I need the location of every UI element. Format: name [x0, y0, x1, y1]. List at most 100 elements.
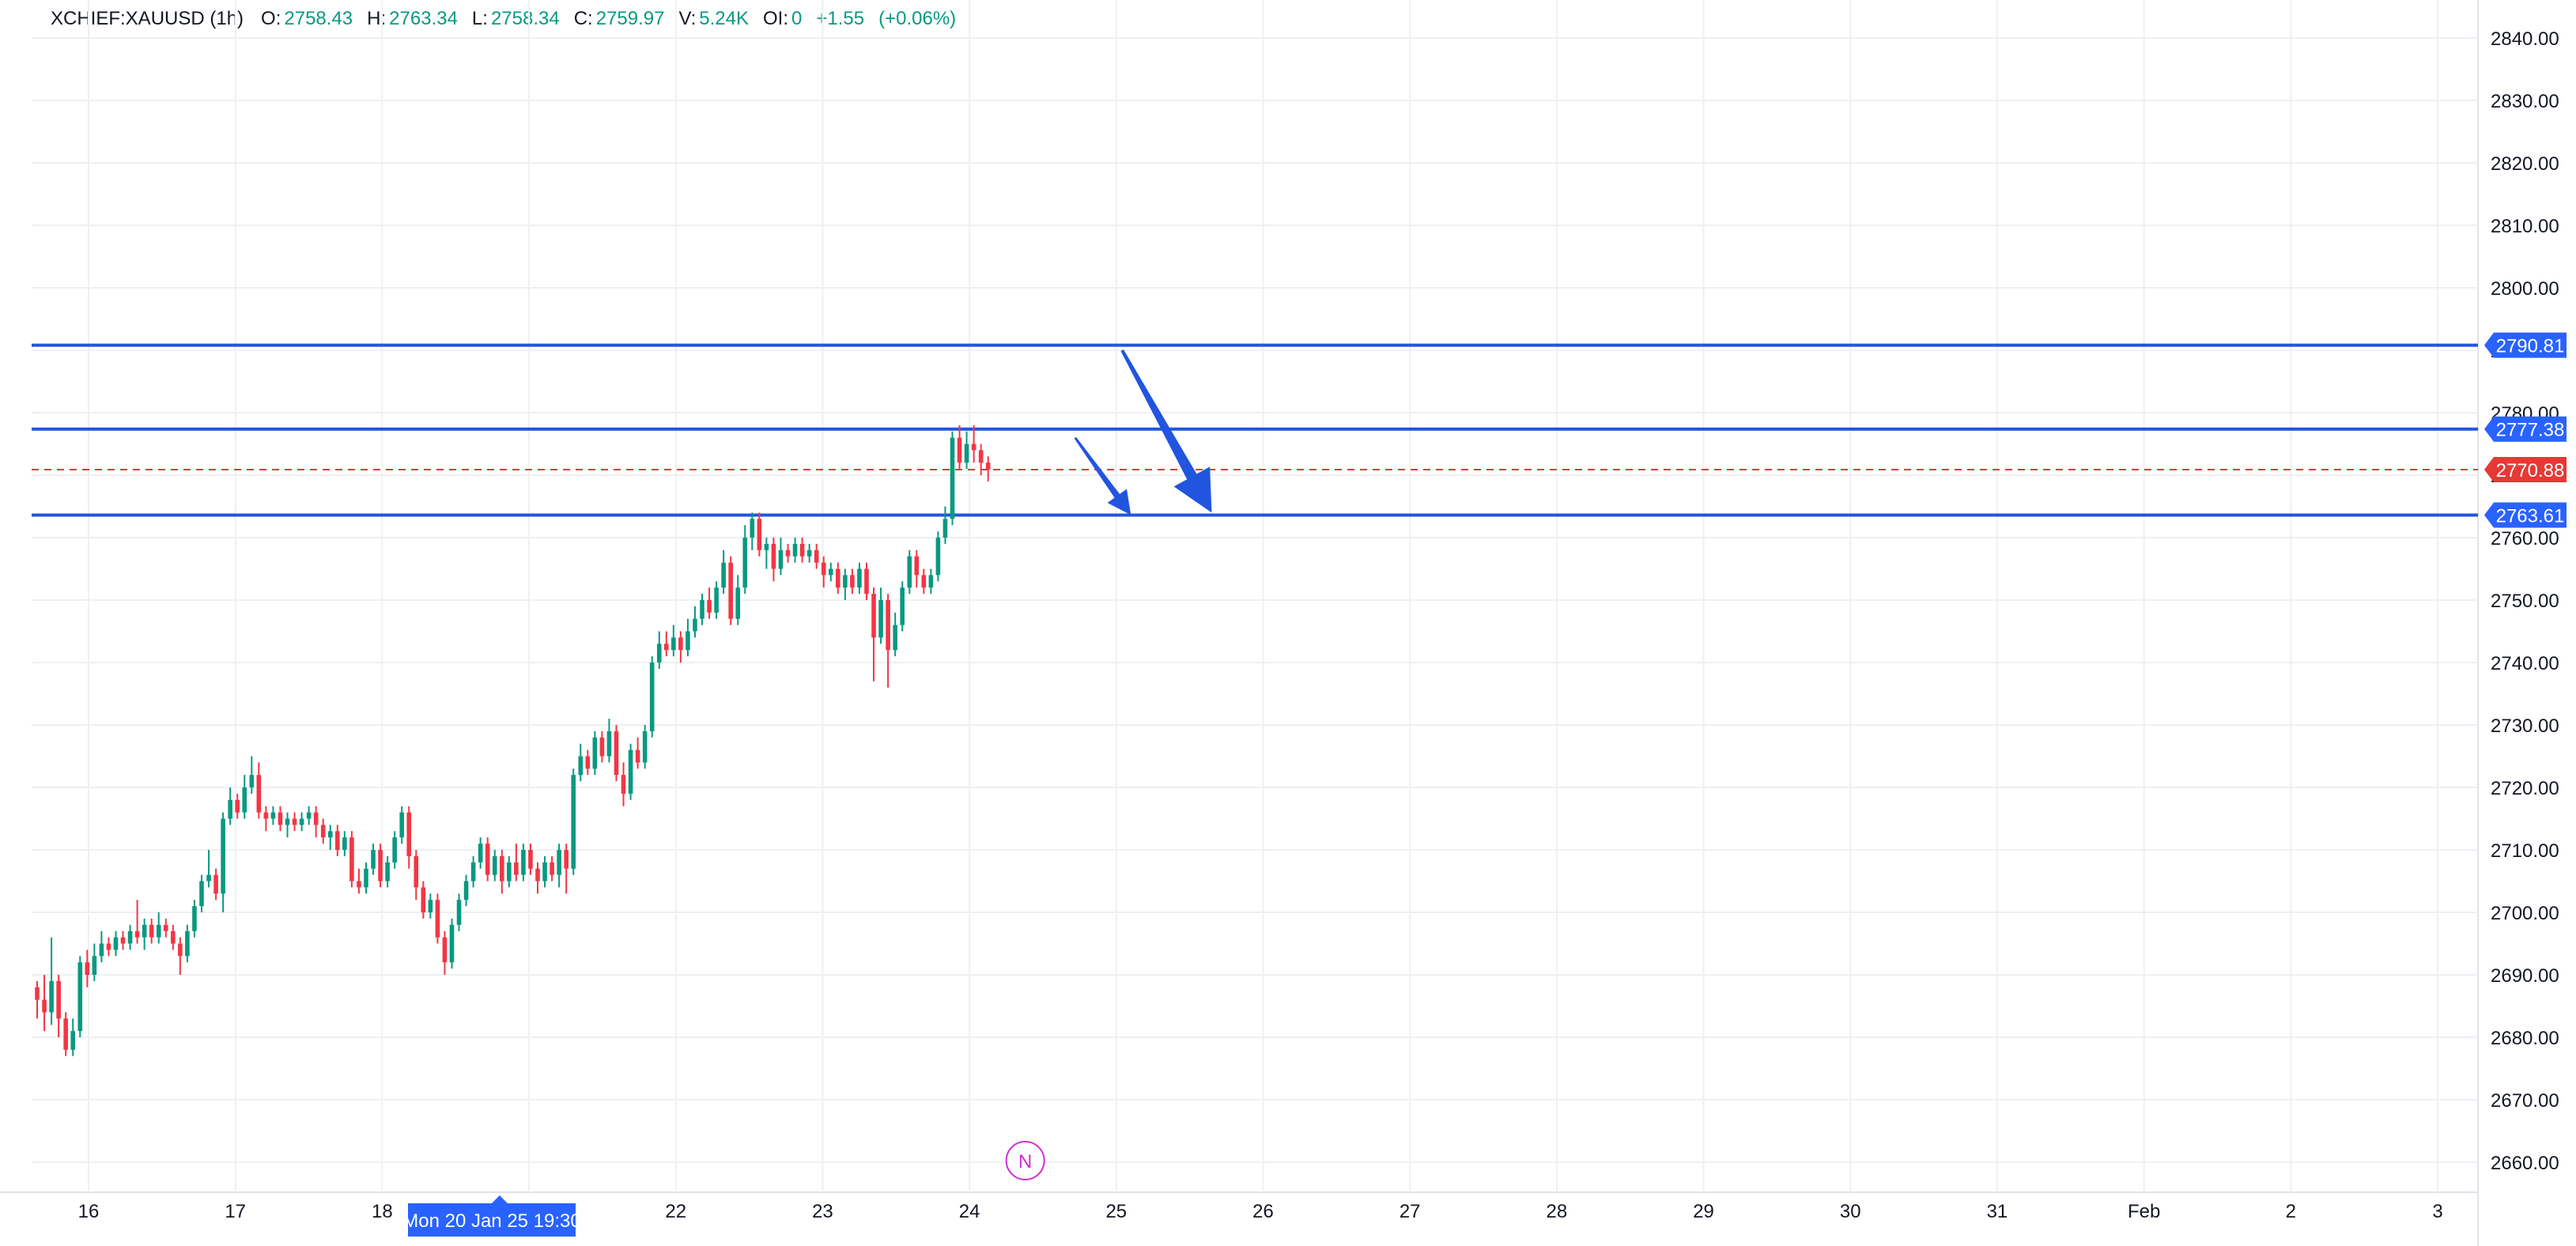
candle-body	[728, 562, 733, 619]
news-marker-icon[interactable]	[1005, 1141, 1045, 1180]
price-axis[interactable]: 2660.00 2670.00 2680.00 2690.00 2700.00 2710.…	[2491, 28, 2559, 1174]
candle-body	[77, 962, 83, 1032]
candle-body	[285, 818, 290, 825]
price-tick-label: 2800.00	[2491, 278, 2559, 300]
candle-body	[564, 850, 568, 869]
candle-body	[514, 862, 519, 875]
candle	[292, 812, 297, 832]
price-tick-label: 2750.00	[2491, 591, 2559, 612]
candle-body	[836, 568, 840, 588]
candle-body	[678, 637, 683, 651]
candle-body	[828, 568, 833, 576]
candle-body	[371, 850, 376, 869]
time-tick-label: 30	[1840, 1201, 1861, 1222]
candle-body	[721, 562, 726, 588]
candle	[700, 594, 704, 625]
candle	[156, 912, 161, 944]
candle-body	[206, 874, 211, 882]
time-axis[interactable]: 1617182122232425262728293031Feb23Mon 20 …	[78, 1195, 2443, 1237]
candle	[163, 918, 168, 938]
candle-body	[507, 862, 512, 882]
candle-body	[292, 818, 297, 825]
candle	[728, 556, 733, 625]
close-value: 2759.97	[595, 8, 665, 29]
candle-body	[149, 924, 154, 938]
level-price-label-text: 2790.81	[2496, 336, 2565, 357]
candle-body	[950, 437, 955, 519]
candle-body	[971, 444, 976, 451]
candle	[320, 818, 326, 844]
candle	[92, 943, 97, 981]
open-label: O:	[261, 8, 281, 29]
time-tick-label: 31	[1987, 1201, 2008, 1222]
level-price-label[interactable]: 2777.38	[2484, 416, 2567, 442]
arrow-drawing[interactable]	[1074, 436, 1131, 515]
candle	[792, 538, 798, 563]
arrow-drawing[interactable]	[1120, 349, 1212, 513]
candle	[663, 631, 669, 657]
candle-body	[70, 1031, 76, 1050]
price-tick-label: 2740.00	[2491, 653, 2559, 674]
candle-body	[171, 931, 176, 944]
candle	[814, 543, 819, 569]
candle-body	[649, 663, 655, 731]
candle-body	[399, 812, 405, 838]
candle-body	[671, 637, 676, 651]
price-tick-label: 2760.00	[2491, 528, 2559, 549]
candle-body	[120, 937, 126, 944]
close-label: C:	[573, 8, 593, 29]
candle-body	[313, 812, 319, 825]
candle-body	[327, 831, 333, 838]
candle	[470, 855, 476, 888]
candle-body	[378, 850, 383, 882]
candle	[671, 625, 676, 657]
candle	[914, 549, 920, 588]
time-tick-label: Feb	[2128, 1201, 2160, 1222]
candle-body	[571, 775, 576, 869]
candle	[463, 874, 469, 907]
level-price-label[interactable]: 2763.61	[2484, 502, 2567, 528]
candle-body	[228, 799, 232, 819]
symbol-name[interactable]: XCHIEF:XAUUSD (1h)	[51, 8, 244, 29]
candle	[342, 831, 347, 856]
candle	[507, 855, 512, 888]
time-tick-label: 29	[1693, 1201, 1714, 1222]
candle	[599, 731, 605, 763]
candle-body	[599, 737, 605, 757]
candle	[371, 844, 376, 875]
candle-body	[263, 812, 269, 819]
candle-body	[63, 1018, 68, 1050]
candle-body	[886, 600, 890, 651]
candle	[557, 844, 561, 888]
candle	[478, 837, 483, 869]
candle-body	[449, 924, 455, 963]
candle-body	[485, 844, 490, 875]
candle	[42, 975, 47, 1032]
candle	[499, 850, 504, 894]
candle-body	[764, 543, 769, 550]
level-price-label[interactable]: 2790.81	[2484, 332, 2567, 358]
last-price-label[interactable]: 2770.88	[2484, 457, 2567, 483]
candle-body	[414, 855, 419, 888]
candle-body	[199, 881, 204, 907]
drawing-arrows[interactable]	[1074, 349, 1212, 515]
candle-body	[142, 924, 147, 938]
candle-body	[385, 862, 390, 882]
horizontal-levels[interactable]	[32, 343, 2478, 517]
price-tick-label: 2820.00	[2491, 153, 2559, 175]
candle	[99, 931, 104, 963]
candle-body	[985, 463, 991, 470]
candle-body	[85, 962, 90, 975]
crosshair-time-label: Mon 20 Jan 25 19:30	[402, 1195, 581, 1237]
candle	[35, 980, 40, 1019]
level-price-label-text: 2777.38	[2496, 420, 2565, 441]
candle	[649, 656, 655, 738]
candle	[414, 850, 419, 901]
low-label: L:	[471, 8, 488, 29]
low-value: 2758.34	[490, 8, 560, 29]
candle-body	[821, 562, 826, 576]
candle-body	[914, 556, 920, 576]
candle	[442, 931, 448, 975]
open-value: 2758.43	[284, 8, 353, 29]
